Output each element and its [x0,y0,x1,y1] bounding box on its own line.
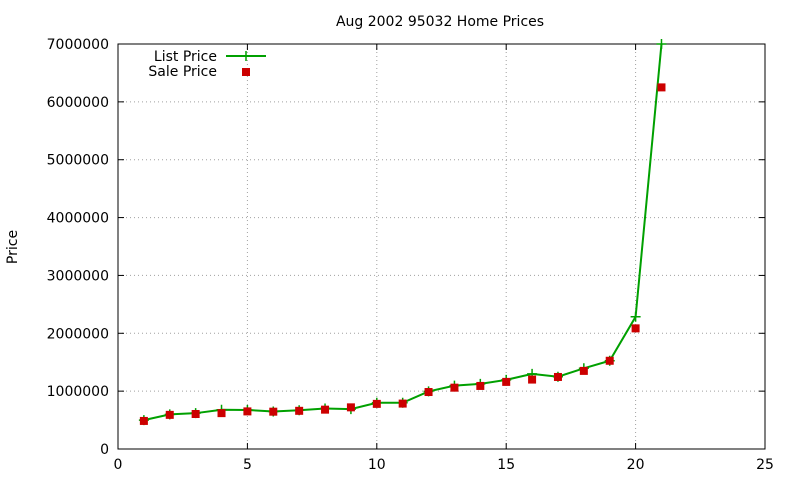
sale-price-point [372,399,381,408]
y-tick-label: 4000000 [47,211,109,227]
list-price-point [630,311,641,322]
chart-title: Aug 2002 95032 Home Prices [336,14,544,30]
y-tick-label: 6000000 [47,95,109,111]
y-tick-label: 7000000 [47,37,109,53]
sale-price-point [243,407,252,416]
y-tick-label: 5000000 [47,153,109,169]
sale-price-point [139,416,148,425]
y-tick-label: 1000000 [47,384,109,400]
legend-label-sale-price: Sale Price [148,64,217,80]
sale-price-point [165,410,174,419]
sale-price-point [605,356,614,365]
sale-price-point [553,372,562,381]
axis-ticks: 0 5 10 15 20 25 0 1000000 2000000 3000000 4000000 5… [47,37,774,473]
x-tick-label: 15 [497,457,515,473]
sale-price-point [657,83,666,92]
x-tick-label: 0 [114,457,123,473]
sale-price-point [191,409,200,418]
sale-price-point [476,381,485,390]
plot-frame [117,43,766,450]
series-layer [138,39,667,426]
legend-marker-sale-price [242,68,250,76]
sale-price-point [346,403,355,412]
x-tick-label: 20 [627,457,645,473]
sale-price-point [321,405,330,414]
sale-price-point [579,366,588,375]
x-tick-label: 10 [368,457,386,473]
y-tick-label: 3000000 [47,268,109,284]
sale-price-point [424,388,433,397]
sale-price-point [269,407,278,416]
sale-price-point [450,383,459,392]
sale-price-point [295,406,304,415]
sale-price-point [502,377,511,386]
y-axis-label: Price [5,230,21,264]
y-tick-label: 0 [100,442,109,458]
y-tick-label: 2000000 [47,326,109,342]
x-tick-label: 25 [756,457,774,473]
x-tick-label: 5 [243,457,252,473]
list-price-point [656,39,667,49]
legend-label-list-price: List Price [154,49,217,65]
sale-price-point [398,399,407,408]
sale-price-point [631,324,640,333]
sale-price-point [528,375,537,384]
legend-marker-list-price [241,51,251,61]
sale-price-point [217,409,226,418]
